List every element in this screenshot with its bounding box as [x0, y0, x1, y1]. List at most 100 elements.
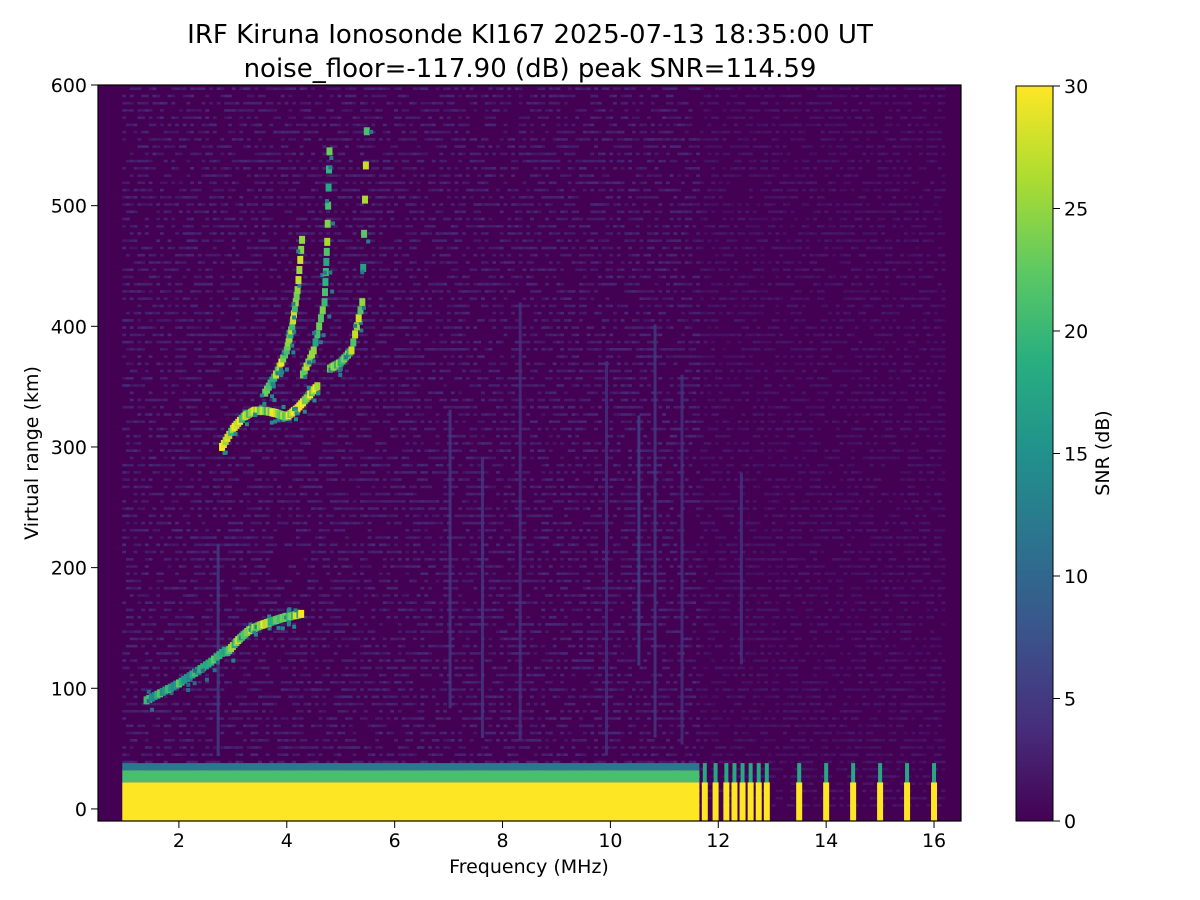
trace-point	[314, 330, 321, 339]
trace-point	[301, 366, 308, 375]
trace-scatter	[254, 624, 259, 629]
trace-point	[316, 322, 323, 331]
plot-frame	[97, 84, 962, 822]
trace-point	[296, 266, 303, 275]
trace-point	[360, 263, 367, 272]
trace-point	[297, 255, 304, 264]
trace-scatter	[248, 622, 253, 627]
trace-scatter	[302, 409, 307, 414]
trace-scatter	[312, 331, 317, 336]
pulsed-bar	[763, 782, 770, 821]
colorbar-axis: 0 5 10 15 20 25 30	[1053, 76, 1088, 833]
trace-scatter	[146, 698, 151, 703]
chart-subtitle: noise_floor=-117.90 (dB) peak SNR=114.59	[244, 54, 817, 84]
pulsed-bar-echo	[713, 763, 718, 783]
trace-scatter	[291, 350, 296, 355]
pulsed-bar-echo	[824, 763, 829, 783]
colorbar-tick-label: 10	[1064, 566, 1088, 588]
trace-point	[312, 338, 319, 347]
trace-point	[291, 304, 298, 313]
trace-point	[289, 322, 296, 331]
pulsed-bar-echo	[851, 763, 856, 783]
trace-scatter	[294, 411, 299, 416]
trace-scatter	[328, 367, 333, 372]
trace-point	[362, 161, 369, 170]
pulsed-bar	[796, 782, 803, 821]
trace-point	[295, 276, 302, 285]
trace-scatter	[267, 614, 272, 619]
trace-point	[299, 370, 306, 379]
trace-point	[350, 338, 357, 347]
trace-scatter	[259, 393, 264, 398]
y-axis: 0 100 200 300 400 500 600	[51, 75, 98, 821]
trace-scatter	[270, 394, 275, 399]
trace-scatter	[292, 329, 297, 334]
trace-scatter	[286, 608, 291, 613]
y-axis-label: Virtual range (km)	[21, 366, 43, 540]
trace-scatter	[186, 688, 191, 693]
trace-scatter	[329, 156, 334, 161]
trace-scatter	[344, 355, 349, 360]
pulsed-bar	[850, 782, 857, 821]
y-tick-label: 400	[51, 316, 87, 338]
trace-point	[287, 330, 294, 339]
trace-scatter	[338, 366, 343, 371]
trace-point	[348, 346, 355, 355]
pulsed-bar-echo	[878, 763, 883, 783]
trace-scatter	[287, 620, 292, 625]
trace-point	[294, 286, 301, 295]
data-layer	[122, 127, 938, 821]
chart-title: IRF Kiruna Ionosonde KI167 2025-07-13 18…	[187, 20, 873, 50]
y-tick-label: 0	[75, 799, 87, 821]
trace-point	[319, 306, 326, 315]
trace-point	[352, 330, 359, 339]
trace-point	[274, 366, 281, 375]
interference-streak	[739, 472, 743, 665]
trace-scatter	[303, 375, 308, 380]
trace-scatter	[281, 404, 286, 409]
trace-scatter	[297, 283, 302, 288]
trace-scatter	[307, 360, 312, 365]
trace-point	[325, 201, 332, 210]
trace-scatter	[280, 370, 285, 375]
ground-band	[122, 782, 700, 821]
y-tick-label: 600	[51, 75, 87, 97]
trace-point	[285, 338, 292, 347]
x-tick-label: 6	[389, 830, 401, 852]
trace-point	[323, 257, 330, 266]
trace-scatter	[273, 419, 278, 424]
trace-scatter	[150, 707, 155, 712]
trace-point	[280, 354, 287, 363]
trace-scatter	[360, 270, 365, 275]
pulsed-bar-echo	[905, 763, 910, 783]
trace-scatter	[276, 625, 281, 630]
y-tick-label: 300	[51, 437, 87, 459]
interference-streak	[216, 544, 220, 756]
trace-scatter	[321, 333, 326, 338]
trace-scatter	[330, 221, 335, 226]
trace-point	[299, 235, 306, 244]
trace-scatter	[231, 658, 236, 663]
colorbar-tick-label: 20	[1064, 321, 1088, 343]
trace-scatter	[358, 320, 363, 325]
trace-scatter	[200, 668, 205, 673]
trace-scatter	[252, 630, 257, 635]
trace-scatter	[293, 608, 298, 613]
x-tick-label: 2	[173, 830, 185, 852]
pulsed-bar-echo	[764, 763, 769, 783]
trace-scatter	[330, 289, 335, 294]
interference-streak	[653, 324, 657, 738]
trace-scatter	[328, 270, 333, 275]
plot-background	[98, 85, 961, 821]
trace-scatter	[312, 398, 317, 403]
trace-scatter	[275, 371, 280, 376]
colorbar-tick-label: 5	[1064, 689, 1076, 711]
trace-scatter	[278, 367, 283, 372]
trace-scatter	[284, 367, 289, 372]
trace-scatter	[267, 626, 272, 631]
interference-streak	[448, 409, 452, 709]
trace-scatter	[324, 199, 329, 204]
trace-point	[307, 354, 314, 363]
trace-scatter	[320, 273, 325, 278]
interference-streak	[680, 374, 684, 745]
